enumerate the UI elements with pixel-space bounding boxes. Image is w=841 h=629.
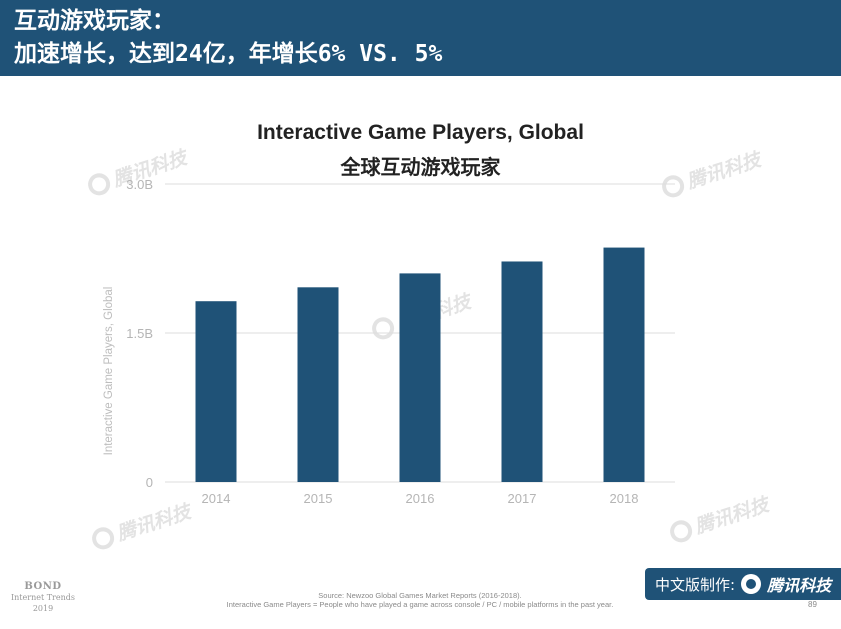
x-tick-label: 2017	[508, 491, 537, 506]
y-axis-label: Interactive Game Players, Global	[103, 287, 115, 456]
x-tick-label: 2014	[202, 491, 231, 506]
credit-brand: 腾讯科技	[767, 576, 832, 595]
chart-title: Interactive Game Players, Global	[257, 121, 584, 144]
x-tick-label: 2018	[610, 491, 639, 506]
definition-line: Interactive Game Players = People who ha…	[226, 600, 614, 609]
bond-year: 2019	[32, 604, 54, 613]
header-title-line1: 互动游戏玩家：	[14, 8, 175, 34]
bar	[501, 261, 543, 482]
bar	[399, 273, 441, 482]
y-tick-label: 1.5B	[126, 326, 153, 341]
header-title-line2: 加速增长，达到24亿，年增长6% VS. 5%	[14, 41, 443, 67]
header-banner: 互动游戏玩家： 加速增长，达到24亿，年增长6% VS. 5%	[0, 0, 841, 76]
tencent-logo-icon	[741, 574, 762, 594]
bond-subtitle: Internet Trends	[10, 593, 75, 602]
bond-name: BOND	[24, 581, 62, 592]
bar	[297, 287, 339, 482]
chart-subtitle: 全球互动游戏玩家	[340, 155, 501, 179]
bar	[603, 247, 645, 482]
y-tick-label: 0	[146, 475, 153, 490]
bar	[195, 301, 237, 482]
credit-label: 中文版制作:	[655, 575, 736, 594]
bond-logo: BOND Internet Trends 2019	[8, 581, 78, 614]
credit-badge: 中文版制作: 腾讯科技	[645, 568, 841, 600]
y-tick-label: 3.0B	[126, 177, 153, 192]
page-number: 89	[808, 600, 817, 609]
source-note: Source: Newzoo Global Games Market Repor…	[180, 591, 660, 609]
source-line: Source: Newzoo Global Games Market Repor…	[318, 591, 522, 600]
x-tick-label: 2015	[304, 491, 333, 506]
x-tick-label: 2016	[406, 491, 435, 506]
